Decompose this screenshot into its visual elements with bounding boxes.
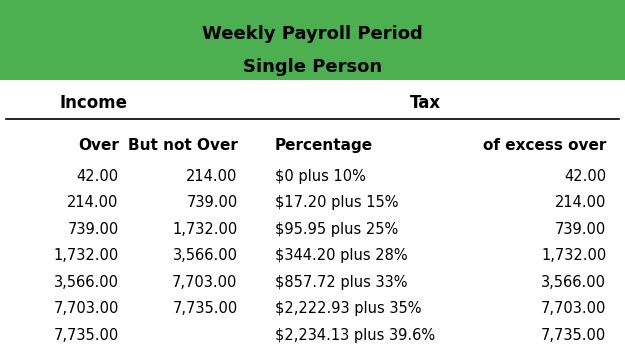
Text: $344.20 plus 28%: $344.20 plus 28% [275,248,408,263]
Text: 7,703.00: 7,703.00 [172,274,238,290]
Text: 214.00: 214.00 [555,195,606,210]
Text: Percentage: Percentage [275,138,373,153]
Text: 739.00: 739.00 [555,221,606,237]
Text: Tax: Tax [409,94,441,113]
Text: 739.00: 739.00 [186,195,238,210]
Text: 214.00: 214.00 [186,168,238,184]
Text: $95.95 plus 25%: $95.95 plus 25% [275,221,398,237]
Text: of excess over: of excess over [483,138,606,153]
Text: 7,735.00: 7,735.00 [541,327,606,343]
Text: 1,732.00: 1,732.00 [54,248,119,263]
Text: 1,732.00: 1,732.00 [541,248,606,263]
Text: $2,222.93 plus 35%: $2,222.93 plus 35% [275,301,421,316]
Text: 42.00: 42.00 [564,168,606,184]
Text: Over: Over [78,138,119,153]
Text: Weekly Payroll Period: Weekly Payroll Period [202,25,423,44]
Text: 7,735.00: 7,735.00 [173,301,238,316]
Text: $0 plus 10%: $0 plus 10% [275,168,366,184]
FancyBboxPatch shape [0,0,625,80]
Text: $2,234.13 plus 39.6%: $2,234.13 plus 39.6% [275,327,435,343]
Text: 7,735.00: 7,735.00 [54,327,119,343]
Text: 214.00: 214.00 [68,195,119,210]
Text: Income: Income [60,94,127,113]
Text: 3,566.00: 3,566.00 [541,274,606,290]
Text: 3,566.00: 3,566.00 [54,274,119,290]
Text: $857.72 plus 33%: $857.72 plus 33% [275,274,408,290]
Text: But not Over: But not Over [127,138,238,153]
Text: 3,566.00: 3,566.00 [173,248,238,263]
Text: 7,703.00: 7,703.00 [541,301,606,316]
Text: 1,732.00: 1,732.00 [173,221,238,237]
Text: 42.00: 42.00 [77,168,119,184]
Text: $17.20 plus 15%: $17.20 plus 15% [275,195,399,210]
Text: 739.00: 739.00 [68,221,119,237]
Text: Single Person: Single Person [243,58,382,76]
Text: 7,703.00: 7,703.00 [53,301,119,316]
